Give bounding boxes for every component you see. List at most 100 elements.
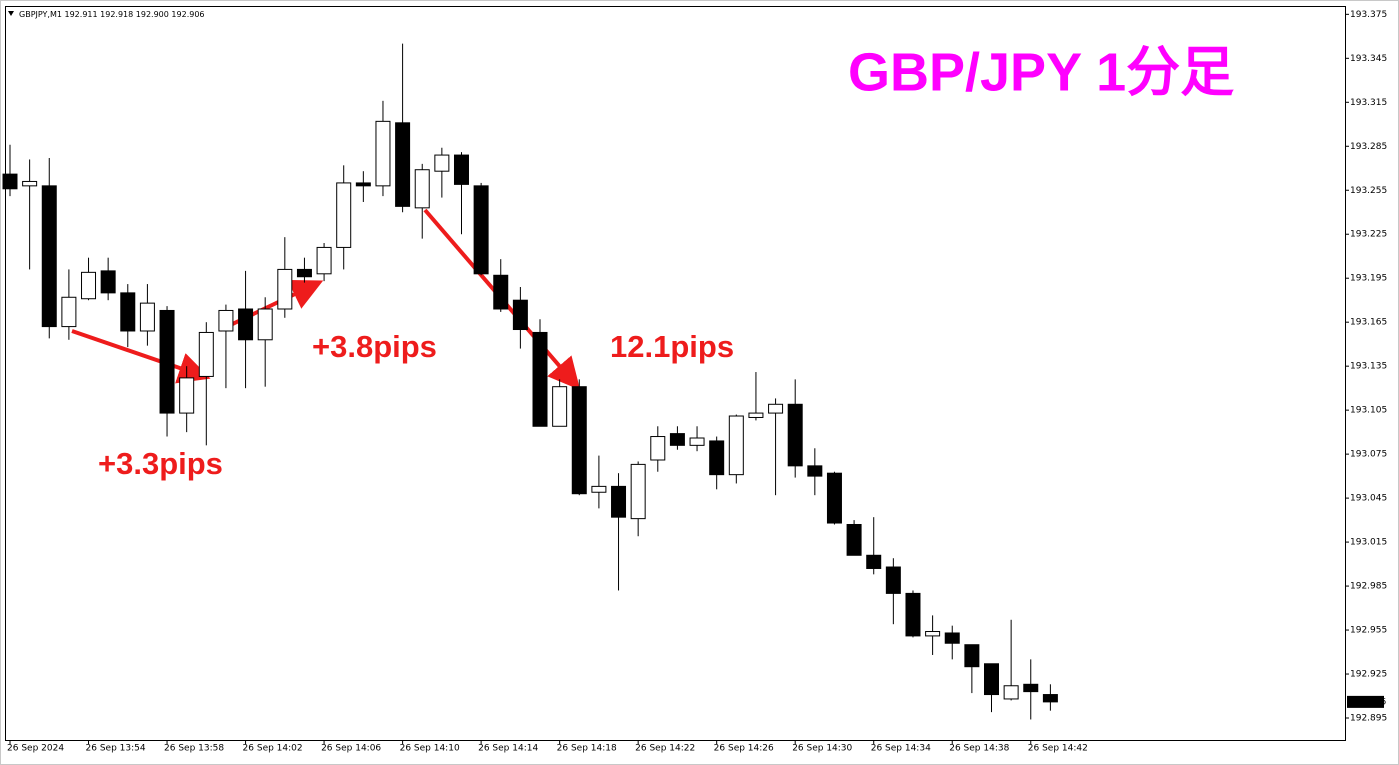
bull-body <box>179 377 195 414</box>
bear-body <box>669 433 685 446</box>
y-tick-label: 193.255 <box>1350 186 1387 196</box>
bull-body <box>768 403 784 414</box>
bull-body <box>22 180 38 187</box>
bear-body <box>885 566 901 594</box>
bull-body <box>375 120 391 187</box>
bear-body <box>1042 694 1058 703</box>
x-tick-label: 26 Sep 14:10 <box>400 744 460 754</box>
bear-body <box>611 485 627 518</box>
bull-body <box>1003 685 1019 700</box>
bull-body <box>198 331 214 377</box>
y-tick-label: 193.045 <box>1350 494 1387 504</box>
bear-body <box>453 154 469 185</box>
bull-body <box>81 271 97 300</box>
bear-body <box>296 268 312 278</box>
arrow <box>219 279 324 332</box>
x-tick-label: 26 Sep 14:14 <box>478 744 538 754</box>
x-tick-label: 26 Sep 14:42 <box>1028 744 1088 754</box>
y-tick-label: 193.015 <box>1350 538 1387 548</box>
bear-body <box>2 173 18 190</box>
bear-body <box>571 386 587 495</box>
header: GBPJPY,M1 192.911 192.918 192.900 192.90… <box>19 10 205 19</box>
header-low: 192.900 <box>136 10 169 19</box>
y-tick-label: 193.315 <box>1350 98 1387 108</box>
x-tick-label: 26 Sep 14:06 <box>321 744 381 754</box>
bear-body <box>807 465 823 477</box>
y-tick-label: 193.165 <box>1350 318 1387 328</box>
bull-body <box>650 436 666 461</box>
bear-body <box>238 308 254 341</box>
bull-body <box>316 246 332 275</box>
bear-body <box>709 440 725 476</box>
x-tick-label: 26 Sep 13:54 <box>86 744 146 754</box>
arrow <box>71 329 211 384</box>
bear-body <box>866 554 882 569</box>
bull-body <box>925 631 941 637</box>
bull-body <box>748 412 764 418</box>
y-tick-label: 193.225 <box>1350 230 1387 240</box>
bear-body <box>355 182 371 187</box>
y-tick-label: 193.195 <box>1350 274 1387 284</box>
bear-body <box>905 592 921 637</box>
x-tick-label: 26 Sep 14:18 <box>557 744 617 754</box>
header-open: 192.911 <box>65 10 98 19</box>
bear-body <box>41 185 57 328</box>
bull-body <box>434 154 450 172</box>
bull-body <box>218 309 234 332</box>
bull-body <box>552 386 568 427</box>
y-tick-label: 193.075 <box>1350 450 1387 460</box>
x-tick-label: 26 Sep 14:34 <box>871 744 931 754</box>
bear-body <box>120 292 136 332</box>
x-tick-label: 26 Sep 13:58 <box>164 744 224 754</box>
current-price-box <box>1347 695 1384 708</box>
y-tick-label: 192.925 <box>1350 670 1387 680</box>
bear-body <box>826 472 842 524</box>
y-tick-label: 192.895 <box>1350 714 1387 724</box>
symbol: GBPJPY,M1 <box>19 10 62 19</box>
plot-border <box>5 6 1346 741</box>
menu-icon <box>8 11 14 16</box>
bull-body <box>257 308 273 341</box>
annotation: 12.1pips <box>610 329 734 364</box>
header-high: 192.918 <box>100 10 133 19</box>
bear-body <box>532 331 548 427</box>
bull-body <box>591 485 607 493</box>
bear-body <box>159 309 175 414</box>
bull-body <box>139 302 155 332</box>
bear-body <box>473 185 489 275</box>
y-tick-label: 193.345 <box>1350 54 1387 64</box>
chart-title: GBP/JPY 1分足 <box>848 42 1234 102</box>
annotation: +3.3pips <box>98 446 223 481</box>
bear-body <box>100 270 116 294</box>
bull-body <box>277 268 293 310</box>
bull-body <box>728 415 744 476</box>
y-tick-label: 192.955 <box>1350 626 1387 636</box>
bear-body <box>984 663 999 696</box>
x-tick-label: 26 Sep 14:30 <box>792 744 852 754</box>
y-tick-label: 193.375 <box>1350 10 1387 20</box>
x-tick-label: 26 Sep 14:22 <box>635 744 695 754</box>
bear-body <box>512 299 528 331</box>
x-tick-label: 26 Sep 14:02 <box>243 744 303 754</box>
bull-body <box>630 463 646 520</box>
bull-body <box>61 296 77 328</box>
x-tick-label: 26 Sep 14:26 <box>714 744 774 754</box>
y-tick-label: 193.105 <box>1350 406 1387 416</box>
bear-body <box>846 523 862 556</box>
bear-body <box>787 403 803 467</box>
bear-body <box>964 644 980 668</box>
y-tick-label: 193.135 <box>1350 362 1387 372</box>
x-tick-label: 26 Sep 14:38 <box>949 744 1009 754</box>
current-price-label: 192.906 <box>1349 697 1386 707</box>
x-tick-label: 26 Sep 2024 <box>7 744 64 754</box>
bear-body <box>944 632 960 644</box>
bull-body <box>689 437 705 446</box>
bear-body <box>1023 683 1039 693</box>
bear-body <box>395 122 411 207</box>
bear-body <box>493 274 509 310</box>
y-tick-label: 193.285 <box>1350 142 1387 152</box>
header-close: 192.906 <box>171 10 204 19</box>
